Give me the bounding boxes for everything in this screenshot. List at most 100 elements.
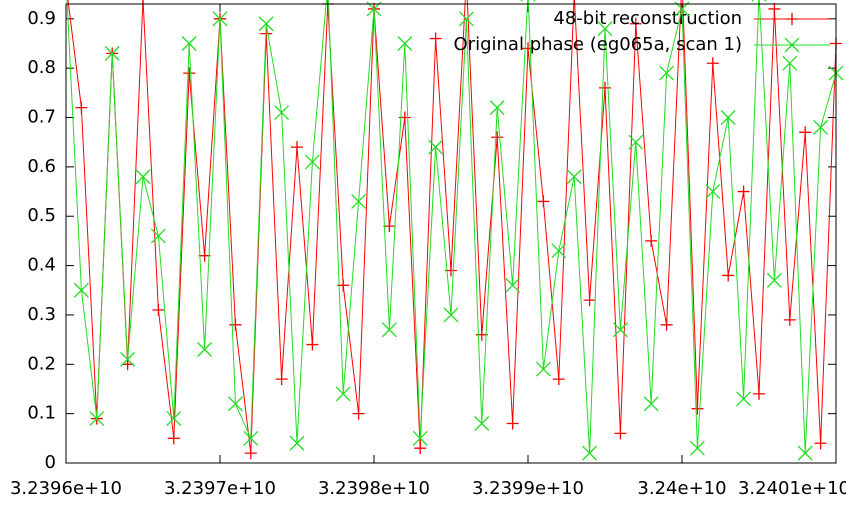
data-point	[535, 361, 551, 377]
data-point	[583, 294, 596, 307]
data-point	[412, 430, 428, 446]
data-point	[689, 440, 705, 456]
data-point	[813, 119, 829, 135]
x-tick-label: 3.2399e+10	[472, 478, 584, 499]
data-point	[397, 36, 413, 51]
data-point	[736, 391, 752, 407]
data-point	[722, 269, 735, 282]
data-point	[659, 65, 675, 81]
y-tick-label: 0.5	[27, 205, 56, 226]
data-point	[289, 435, 305, 451]
y-tick-label: 0.2	[27, 353, 56, 374]
data-point	[491, 131, 504, 144]
data-point	[814, 437, 827, 450]
data-point	[660, 318, 673, 331]
y-tick-label: 0.4	[27, 255, 56, 276]
legend-label: 48-bit reconstruction	[553, 8, 742, 29]
data-point	[766, 272, 782, 288]
data-point	[706, 57, 719, 70]
legend-marker	[784, 37, 800, 53]
data-point	[197, 342, 213, 357]
data-point	[152, 304, 165, 316]
x-tick-label: 3.2398e+10	[318, 478, 430, 499]
data-point	[720, 110, 736, 125]
data-point	[183, 67, 196, 80]
series-line	[66, 0, 837, 454]
data-point	[522, 42, 534, 55]
data-point	[321, 0, 334, 10]
data-point	[120, 351, 136, 367]
data-point	[150, 228, 166, 244]
data-point	[629, 17, 642, 30]
data-point	[643, 396, 659, 412]
data-point	[181, 36, 197, 51]
data-point	[797, 445, 813, 461]
data-point	[229, 318, 242, 331]
data-point	[142, 0, 144, 6]
data-point	[75, 101, 88, 114]
y-tick-label: 0.6	[27, 156, 56, 177]
x-tick-label: 3.2396e+10	[10, 478, 122, 499]
data-point	[566, 169, 582, 185]
data-point	[753, 387, 765, 400]
data-point	[799, 126, 812, 139]
data-point	[582, 445, 598, 461]
data-point	[89, 411, 105, 427]
legend-label: Original phase (eg065a, scan 1)	[454, 34, 742, 55]
y-tick-label: 0	[45, 452, 56, 473]
x-tick-label: 3.2397e+10	[164, 478, 276, 499]
y-tick-label: 0.3	[27, 304, 56, 325]
data-point	[166, 411, 182, 427]
data-point	[73, 282, 89, 298]
data-point	[335, 386, 351, 402]
data-point	[275, 373, 288, 386]
data-point	[691, 402, 704, 415]
y-tick-label: 0.1	[27, 403, 56, 424]
x-tick-label: 3.2401e+10	[738, 478, 846, 499]
data-point	[506, 417, 519, 430]
data-point	[135, 169, 151, 185]
data-point	[443, 307, 459, 323]
data-point	[489, 100, 505, 116]
data-point	[212, 11, 228, 27]
data-point	[645, 234, 658, 247]
data-point	[227, 396, 243, 412]
data-point	[121, 358, 134, 371]
y-tick-label: 0.7	[27, 107, 56, 128]
data-point	[167, 432, 180, 445]
data-point	[458, 11, 474, 27]
data-point	[104, 45, 120, 61]
data-point	[429, 32, 442, 45]
legend-marker	[786, 13, 798, 25]
data-point	[783, 313, 796, 326]
data-point	[628, 134, 644, 150]
data-point	[291, 141, 303, 154]
data-point	[244, 447, 257, 460]
data-point	[306, 338, 319, 351]
data-point	[612, 322, 628, 338]
data-point	[599, 81, 611, 94]
data-point	[474, 416, 490, 431]
plot-border	[65, 3, 837, 464]
data-point	[614, 427, 627, 440]
data-point	[258, 16, 274, 32]
data-point	[428, 139, 444, 155]
data-point	[705, 184, 721, 200]
data-point	[597, 21, 613, 37]
data-point	[274, 105, 290, 121]
data-point	[351, 193, 367, 209]
data-point	[768, 2, 781, 15]
data-point	[737, 185, 750, 198]
data-point	[551, 243, 567, 259]
data-point	[414, 442, 427, 455]
data-point	[304, 154, 320, 170]
data-point	[782, 55, 798, 71]
data-point	[552, 373, 565, 386]
data-point	[383, 220, 396, 233]
y-tick-label: 0.9	[27, 8, 56, 29]
data-point	[243, 430, 259, 446]
data-point	[381, 322, 397, 338]
y-tick-label: 0.8	[27, 57, 56, 78]
x-tick-label: 3.24e+10	[637, 478, 726, 499]
